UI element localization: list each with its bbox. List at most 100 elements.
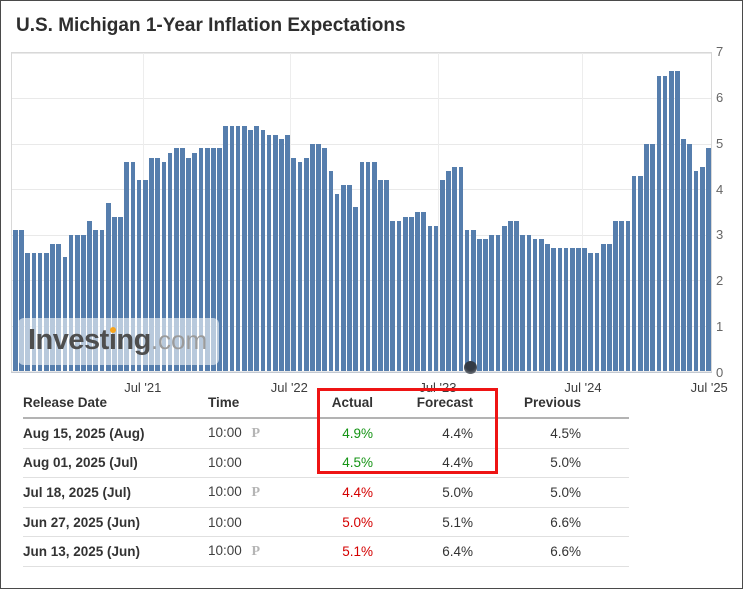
bar[interactable] xyxy=(180,148,185,371)
bar[interactable] xyxy=(477,239,482,371)
bar[interactable] xyxy=(378,180,383,371)
bar[interactable] xyxy=(186,157,191,371)
bar[interactable] xyxy=(489,234,495,371)
bar[interactable] xyxy=(173,148,179,371)
bar[interactable] xyxy=(13,230,18,371)
bar[interactable] xyxy=(706,148,711,371)
bar[interactable] xyxy=(192,152,198,371)
bar[interactable] xyxy=(644,143,649,371)
bar[interactable] xyxy=(279,139,284,371)
bar[interactable] xyxy=(662,75,668,371)
bar[interactable] xyxy=(340,184,346,371)
bar[interactable] xyxy=(693,171,699,371)
table-row[interactable]: Jun 27, 2025 (Jun) 10:00 5.0% 5.1% 6.6% xyxy=(23,508,629,538)
bar[interactable] xyxy=(458,166,464,371)
bar[interactable] xyxy=(600,243,606,371)
bar[interactable] xyxy=(371,162,377,371)
bar[interactable] xyxy=(452,166,457,371)
bar[interactable] xyxy=(631,175,637,371)
bar[interactable] xyxy=(118,216,123,371)
bar[interactable] xyxy=(607,243,612,371)
table-row[interactable]: Jun 13, 2025 (Jun) 10:00 P 5.1% 6.4% 6.6% xyxy=(23,537,629,567)
bar[interactable] xyxy=(508,221,513,371)
bar[interactable] xyxy=(136,180,142,371)
bar[interactable] xyxy=(402,216,408,371)
bar[interactable] xyxy=(254,125,259,371)
bar[interactable] xyxy=(421,212,427,371)
bar[interactable] xyxy=(87,221,92,371)
bar[interactable] xyxy=(303,157,309,371)
bar[interactable] xyxy=(384,180,389,371)
bar[interactable] xyxy=(545,243,550,371)
bar[interactable] xyxy=(353,207,358,371)
bar[interactable] xyxy=(637,175,643,371)
bar[interactable] xyxy=(204,148,210,371)
bar[interactable] xyxy=(81,234,86,371)
bar[interactable] xyxy=(235,125,241,371)
bar[interactable] xyxy=(155,157,160,371)
bar[interactable] xyxy=(198,148,204,371)
bar[interactable] xyxy=(105,202,111,371)
bar[interactable] xyxy=(62,257,68,371)
bar[interactable] xyxy=(668,71,674,371)
bar[interactable] xyxy=(272,134,278,371)
bar[interactable] xyxy=(520,234,526,371)
table-row[interactable]: Jul 18, 2025 (Jul) 10:00 P 4.4% 5.0% 5.0% xyxy=(23,478,629,508)
bar[interactable] xyxy=(297,162,303,371)
bar[interactable] xyxy=(396,221,402,371)
bar[interactable] xyxy=(656,75,662,371)
bar[interactable] xyxy=(563,248,569,371)
bar[interactable] xyxy=(594,252,600,371)
bar[interactable] xyxy=(285,134,290,371)
bar[interactable] xyxy=(588,252,594,371)
bar[interactable] xyxy=(427,225,433,371)
bar[interactable] xyxy=(248,130,253,371)
bar[interactable] xyxy=(74,234,80,371)
bar[interactable] xyxy=(582,248,587,371)
table-row[interactable]: Aug 01, 2025 (Jul) 10:00 4.5% 4.4% 5.0% xyxy=(23,449,629,479)
bar[interactable] xyxy=(613,221,618,371)
bar[interactable] xyxy=(359,162,365,371)
bar[interactable] xyxy=(699,166,705,371)
bar[interactable] xyxy=(557,248,563,371)
bar[interactable] xyxy=(687,143,693,371)
bar[interactable] xyxy=(551,248,556,371)
bar[interactable] xyxy=(43,252,49,371)
bar[interactable] xyxy=(576,248,581,371)
bar[interactable] xyxy=(99,230,105,371)
bar[interactable] xyxy=(675,71,680,371)
bar[interactable] xyxy=(25,252,31,371)
bar[interactable] xyxy=(390,221,396,371)
bar[interactable] xyxy=(310,143,315,371)
bar[interactable] xyxy=(31,252,37,371)
bar[interactable] xyxy=(650,143,655,371)
bar[interactable] xyxy=(68,234,74,371)
bar[interactable] xyxy=(229,125,235,371)
bar[interactable] xyxy=(223,125,229,371)
bar[interactable] xyxy=(514,221,519,371)
bar[interactable] xyxy=(291,157,297,371)
bar[interactable] xyxy=(446,171,451,371)
bar[interactable] xyxy=(130,162,136,371)
bar[interactable] xyxy=(37,252,43,371)
bar[interactable] xyxy=(19,230,24,371)
bar[interactable] xyxy=(569,248,575,371)
bar[interactable] xyxy=(316,143,321,371)
bar[interactable] xyxy=(538,239,544,371)
table-row[interactable]: Aug 15, 2025 (Aug) 10:00 P 4.9% 4.4% 4.5% xyxy=(23,419,629,449)
bar[interactable] xyxy=(142,180,148,371)
bar[interactable] xyxy=(328,171,334,371)
bar[interactable] xyxy=(260,130,266,371)
bar[interactable] xyxy=(347,184,352,371)
bar[interactable] xyxy=(322,148,328,371)
bar[interactable] xyxy=(217,148,222,371)
bar[interactable] xyxy=(167,152,173,371)
bar[interactable] xyxy=(415,212,420,371)
bar[interactable] xyxy=(526,234,532,371)
bar[interactable] xyxy=(464,230,470,371)
bar[interactable] xyxy=(625,221,631,371)
bar[interactable] xyxy=(334,193,340,371)
bar[interactable] xyxy=(124,162,130,371)
bar[interactable] xyxy=(532,239,538,371)
bar[interactable] xyxy=(149,157,154,371)
